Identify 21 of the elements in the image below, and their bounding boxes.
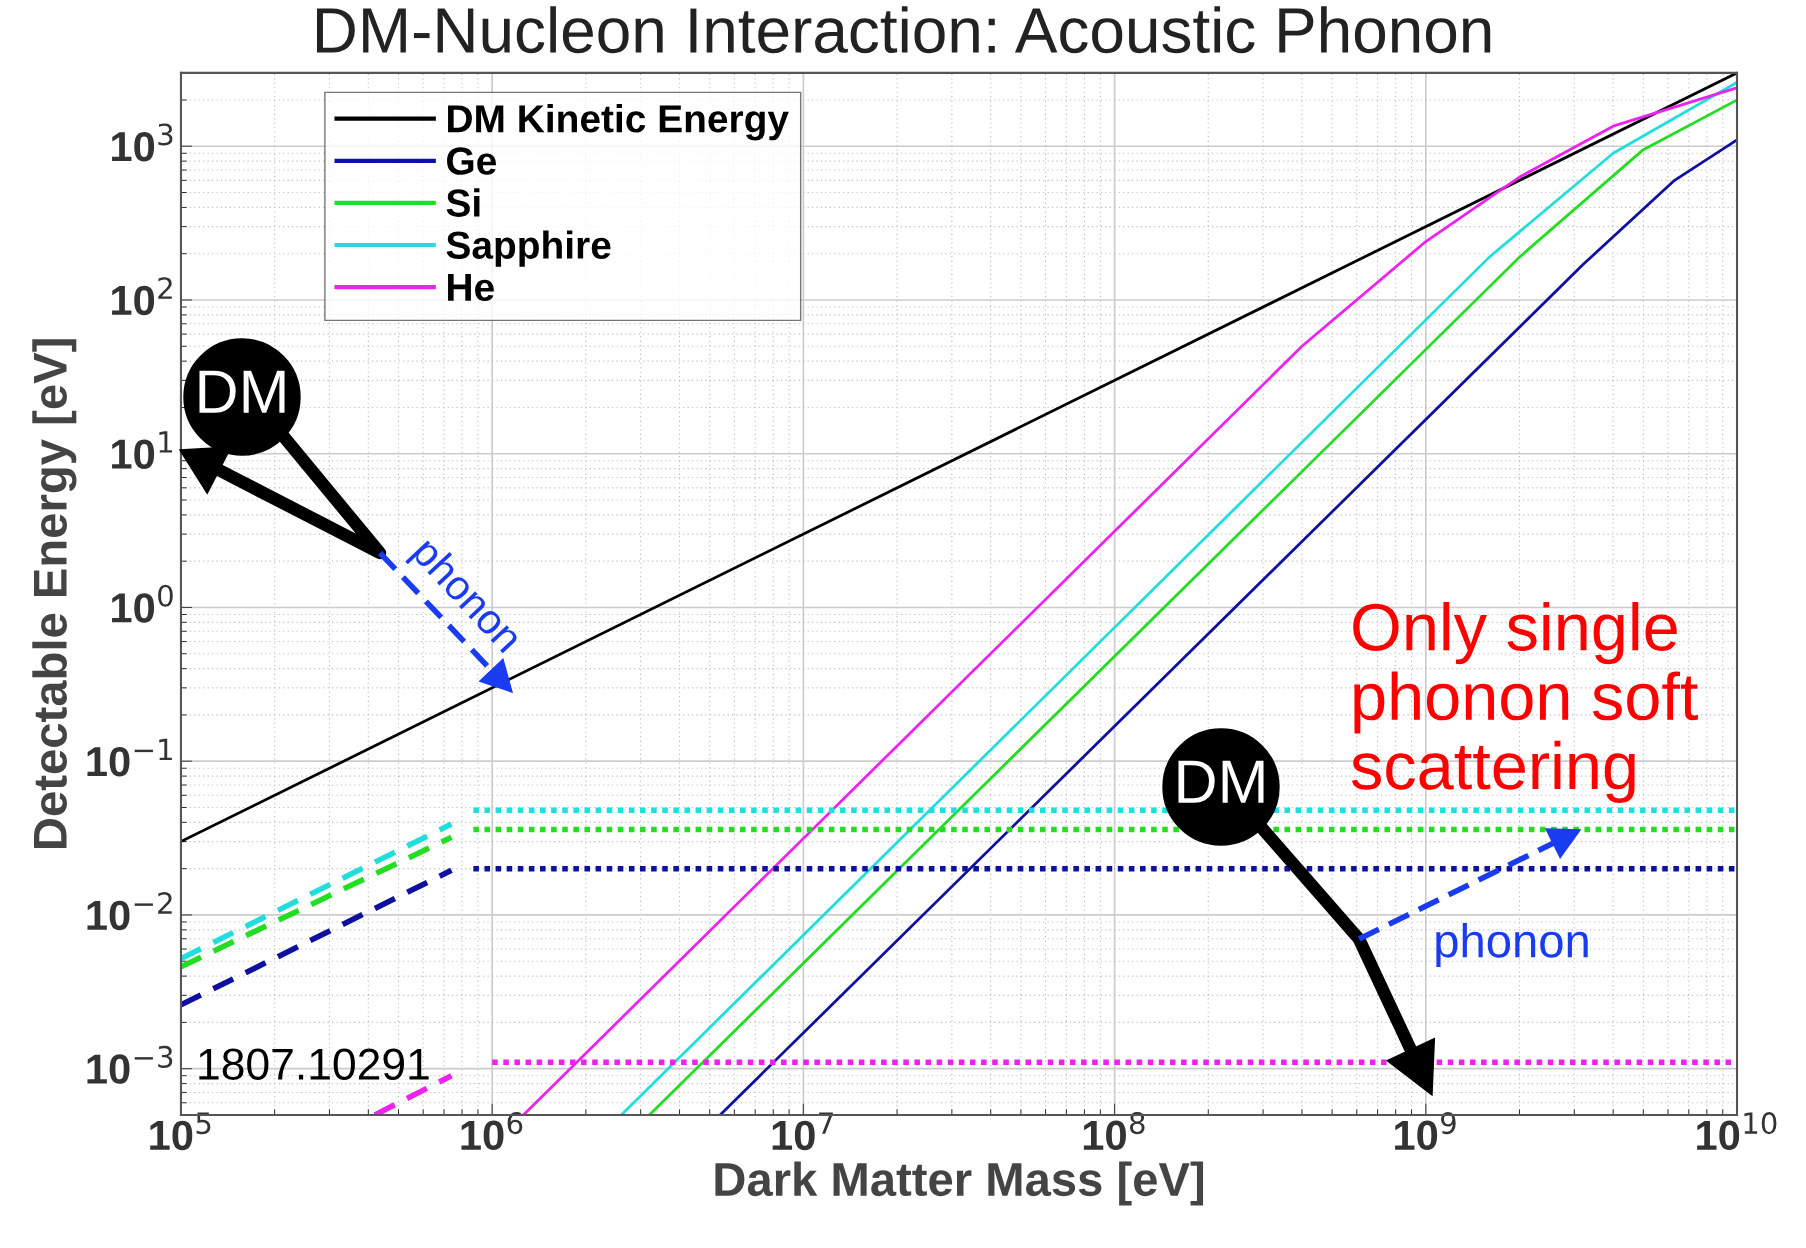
y-tick-label: 10$^{1}$ [112,431,173,469]
y-axis-title: Detectable Energy [eV] [32,339,77,848]
legend-label: Sapphire [446,230,611,267]
annotation: 1807.10291 [199,1048,429,1080]
annotation: phonon [1436,922,1588,968]
y-tick-label: 10$^{0}$ [112,584,173,623]
annotation: DM [199,370,285,413]
y-tick-label: 10$^{−1}$ [87,738,172,777]
chart-title: DM-Nucleon Interaction: Acoustic Phonon [316,6,1491,54]
x-axis-title: Dark Matter Mass [eV] [715,1161,1204,1206]
legend-label: Ge [447,147,496,175]
annotation: Only single phonon soft scattering [1351,602,1698,803]
legend-label: DM Kinetic Energy [448,103,789,141]
annotation: DM [1178,760,1264,803]
legend-label: Si [446,188,480,217]
y-tick-label: 10$^{3}$ [112,123,173,162]
legend-label: He [448,273,494,302]
x-tick-label: 10$^{10}$ [1697,1112,1777,1151]
y-tick-label: 10$^{−2}$ [87,892,172,931]
y-tick-label: 10$^{−3}$ [87,1045,173,1084]
y-tick-label: 10$^{2}$ [112,277,172,316]
